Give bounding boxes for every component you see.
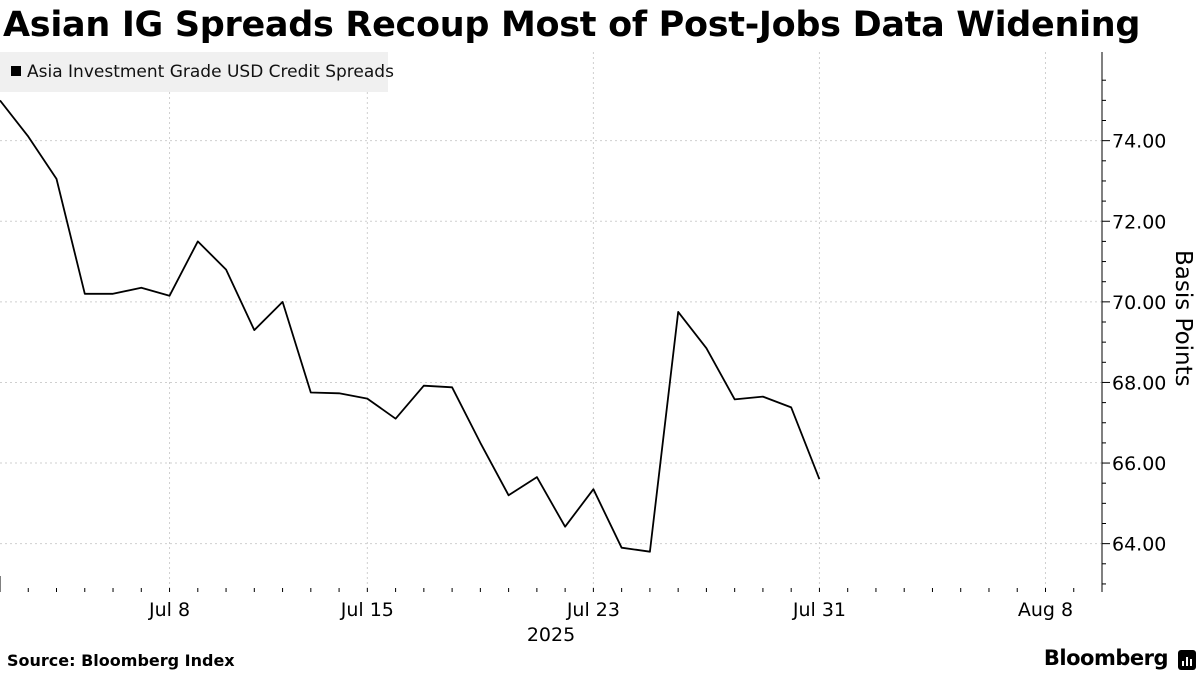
bloomberg-chart-icon	[1178, 650, 1196, 670]
y-tick-label: 74.00	[1112, 131, 1166, 153]
x-tick-label: Aug 8	[1018, 599, 1073, 621]
y-tick-label: 68.00	[1112, 372, 1166, 394]
y-tick-label: 64.00	[1112, 534, 1166, 556]
legend	[0, 52, 388, 92]
x-tick-label: Jul 15	[340, 599, 394, 621]
y-tick-label: 66.00	[1112, 453, 1166, 475]
x-axis: Jul 8 Jul 15 Jul 23 Jul 31 Aug 8	[0, 576, 1103, 621]
gridlines	[0, 52, 1102, 592]
y-axis-label: Basis Points	[1170, 250, 1196, 387]
chart-title: Asian IG Spreads Recoup Most of Post-Job…	[3, 5, 1141, 45]
y-tick-label: 72.00	[1112, 211, 1166, 233]
y-axis: 64.00 66.00 68.00 70.00 72.00 74.00	[1101, 52, 1166, 592]
x-axis-year-label: 2025	[527, 624, 575, 646]
legend-swatch	[11, 66, 21, 76]
legend-label: Asia Investment Grade USD Credit Spreads	[27, 62, 394, 82]
x-tick-label: Jul 23	[566, 599, 620, 621]
brand-logo-text: Bloomberg	[1043, 646, 1169, 670]
x-tick-label: Jul 8	[148, 599, 190, 621]
plot-area	[0, 99, 821, 553]
x-tick-label: Jul 31	[792, 599, 846, 621]
series-line	[0, 99, 821, 553]
source-note: Source: Bloomberg Index	[7, 651, 235, 670]
y-tick-label: 70.00	[1112, 292, 1166, 314]
